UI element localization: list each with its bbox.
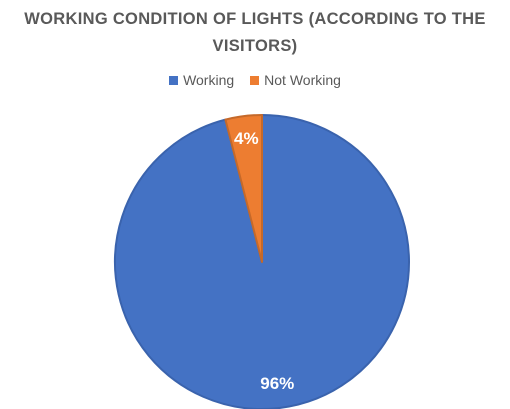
legend-swatch-working <box>169 75 179 85</box>
chart-legend: Working Not Working <box>0 72 510 88</box>
chart-title-line-2: VISITORS) <box>212 37 298 55</box>
legend-swatch-not-working <box>250 75 260 85</box>
data-label-not-working: 4% <box>234 129 259 148</box>
chart-title: WORKING CONDITION OF LIGHTS (ACCORDING T… <box>0 6 510 60</box>
legend-label-working: Working <box>183 72 235 88</box>
legend-item-not-working: Not Working <box>250 72 341 88</box>
pie-slice-not-working <box>224 114 263 263</box>
legend-item-working: Working <box>169 72 234 88</box>
legend-label-not-working: Not Working <box>264 72 341 88</box>
chart-title-line-1: WORKING CONDITION OF LIGHTS (ACCORDING T… <box>24 10 486 28</box>
data-label-working: 96% <box>260 374 294 393</box>
